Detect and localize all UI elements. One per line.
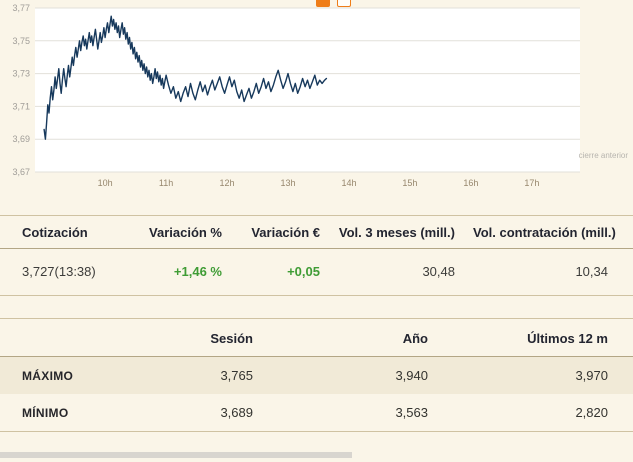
table-row-maximo: MÁXIMO 3,765 3,940 3,970 (0, 356, 633, 394)
minimo-ano: 3,563 (395, 405, 428, 420)
top-toolbar (316, 0, 351, 8)
minimo-sesion: 3,689 (220, 405, 253, 420)
next-section-edge (0, 452, 352, 458)
x-axis-label: 14h (341, 178, 356, 188)
x-axis-label: 12h (220, 178, 235, 188)
quote-change-percent: +1,46 % (173, 264, 222, 279)
x-axis-label: 10h (98, 178, 113, 188)
header-variacion-pct: Variación % (148, 215, 238, 249)
header-cotizacion: Cotización (0, 215, 148, 249)
chart-canvas: 3,77 3,75 3,73 3,71 3,69 3,67 10h 11h 12h 13h 14h 1… (12, 3, 580, 188)
maximo-sesion: 3,765 (220, 368, 253, 383)
header-ultimos-12m: Últimos 12 m (428, 318, 633, 357)
price-line (43, 15, 328, 140)
quote-table-header-row: Cotización Variación % Variación € Vol. … (0, 215, 633, 249)
row-label-minimo: MÍNIMO (22, 405, 69, 420)
intraday-price-chart: 3,77 3,75 3,73 3,71 3,69 3,67 10h 11h 12h 13h 14h 1… (0, 0, 633, 196)
quote-change-euro: +0,05 (287, 264, 320, 279)
y-axis-label: 3,69 (12, 134, 30, 144)
header-ano: Año (253, 318, 428, 357)
y-axis-label: 3,75 (12, 36, 30, 46)
x-axis-label: 16h (463, 178, 478, 188)
quote-vol-3-meses: 30,48 (422, 264, 455, 279)
header-empty (0, 318, 90, 357)
x-axis-label: 13h (280, 178, 295, 188)
header-sesion: Sesión (90, 318, 253, 357)
x-axis-label: 11h (159, 178, 173, 188)
x-axis-label: 15h (402, 178, 417, 188)
quote-vol-contratacion: 10,34 (575, 264, 608, 279)
quote-price-value: 3,727(13:38) (22, 264, 96, 279)
header-vol-3-meses: Vol. 3 meses (mill.) (338, 215, 473, 249)
header-vol-contratacion: Vol. contratación (mill.) (473, 215, 633, 249)
quote-table-row: 3,727(13:38) +1,46 % +0,05 30,48 10,34 (0, 249, 633, 296)
y-axis-label: 3,71 (12, 101, 30, 111)
header-variacion-eur: Variación € (238, 215, 338, 249)
minimo-ultimos-12m: 2,820 (575, 405, 608, 420)
quote-table: Cotización Variación % Variación € Vol. … (0, 215, 633, 296)
y-axis-label: 3,73 (12, 69, 30, 79)
y-axis-label: 3,77 (12, 3, 30, 13)
maximo-ultimos-12m: 3,970 (575, 368, 608, 383)
x-axis-label: 17h (524, 178, 539, 188)
social-icon-2[interactable] (337, 0, 351, 7)
social-icon-1[interactable] (316, 0, 330, 7)
table-row-minimo: MÍNIMO 3,689 3,563 2,820 (0, 394, 633, 432)
previous-close-label: cierre anterior (578, 151, 628, 160)
range-table: Sesión Año Últimos 12 m MÁXIMO 3,765 3,9… (0, 318, 633, 432)
range-table-header-row: Sesión Año Últimos 12 m (0, 318, 633, 357)
y-axis-label: 3,67 (12, 167, 30, 177)
row-label-maximo: MÁXIMO (22, 368, 74, 383)
maximo-ano: 3,940 (395, 368, 428, 383)
